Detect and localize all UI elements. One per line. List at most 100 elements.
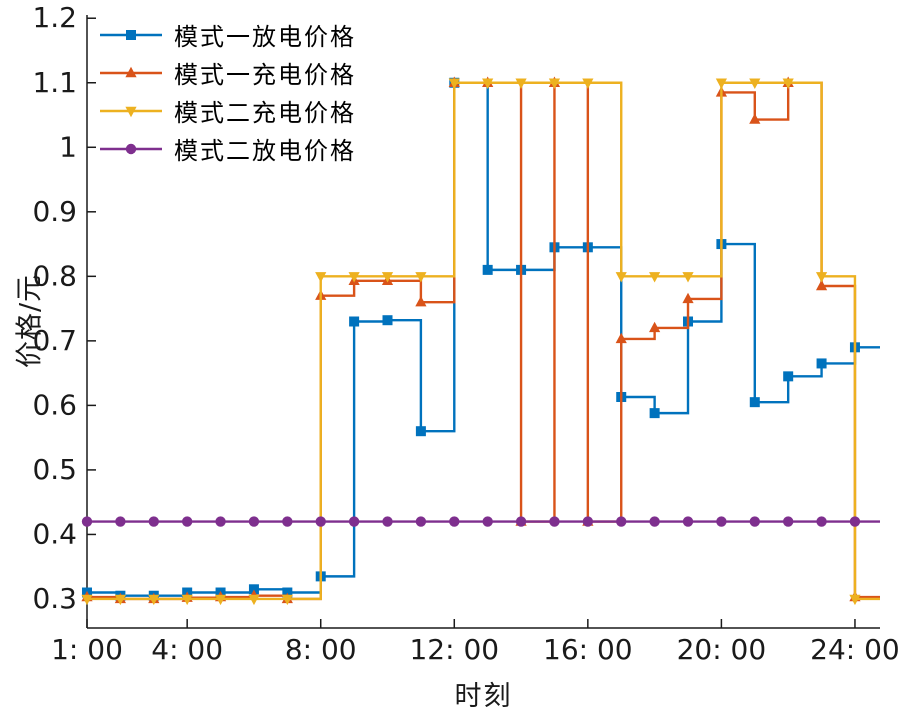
triangle-down-marker xyxy=(415,272,427,283)
legend-item-mode1-charge[interactable]: 模式一充电价格 xyxy=(98,58,356,89)
circle-marker xyxy=(549,516,560,527)
x-tick-label: 16: 00 xyxy=(543,633,633,666)
x-axis-label: 时刻 xyxy=(454,681,513,712)
triangle-down-marker xyxy=(615,272,627,283)
triangle-up-marker xyxy=(649,321,661,333)
circle-marker xyxy=(449,516,460,527)
triangle-down-marker xyxy=(715,78,727,89)
triangle-up-marker xyxy=(815,279,828,291)
circle-marker xyxy=(616,516,627,527)
circle-marker xyxy=(215,516,226,527)
legend-label: 模式一充电价格 xyxy=(174,61,356,89)
triangle-up-marker xyxy=(415,295,427,307)
triangle-down-marker xyxy=(849,594,861,606)
circle-marker xyxy=(749,516,760,527)
circle-marker xyxy=(248,516,260,527)
circle-marker xyxy=(181,516,193,527)
triangle-down-marker xyxy=(281,594,293,606)
legend-item-mode1-discharge[interactable]: 模式一放电价格 xyxy=(98,20,356,51)
circle-marker xyxy=(482,516,493,527)
y-tick-label: 0.6 xyxy=(32,388,77,421)
triangle-down-marker xyxy=(448,78,460,89)
square-marker xyxy=(482,264,493,275)
legend-swatch-square-icon xyxy=(100,29,162,40)
legend-triangle-up-icon xyxy=(125,66,137,77)
circle-marker xyxy=(115,516,126,527)
x-tick-label: 12: 00 xyxy=(409,633,499,666)
circle-marker xyxy=(716,516,727,527)
legend-swatch-triangle-down-icon xyxy=(100,106,162,117)
square-marker xyxy=(415,426,426,437)
circle-marker xyxy=(782,516,794,527)
triangle-down-marker xyxy=(181,594,193,606)
y-tick-label: 0.9 xyxy=(32,195,77,228)
circle-marker xyxy=(148,516,159,527)
legend-square-icon xyxy=(126,29,136,40)
triangle-down-marker xyxy=(381,272,394,283)
x-tick-label: 1: 00 xyxy=(51,633,123,666)
y-tick-label: 0.8 xyxy=(32,259,77,292)
legend-item-mode2-discharge[interactable]: 模式二放电价格 xyxy=(98,134,356,165)
circle-marker xyxy=(348,516,360,527)
y-tick-label: 1.1 xyxy=(32,66,77,99)
circle-marker xyxy=(315,516,326,527)
square-marker xyxy=(282,587,293,598)
triangle-up-marker xyxy=(749,113,761,124)
triangle-down-marker xyxy=(815,272,828,283)
square-marker xyxy=(749,397,760,408)
triangle-down-marker xyxy=(649,272,661,283)
triangle-down-marker xyxy=(582,78,594,89)
series-3 xyxy=(81,516,880,527)
circle-marker xyxy=(415,516,427,527)
circle-marker xyxy=(682,516,694,527)
x-tick-label: 8: 00 xyxy=(285,633,357,666)
circle-marker xyxy=(282,516,293,527)
circle-marker xyxy=(582,516,594,527)
square-marker xyxy=(783,371,794,382)
square-marker xyxy=(248,584,259,595)
y-tick-label: 1 xyxy=(59,130,77,163)
triangle-down-marker xyxy=(214,594,227,606)
circle-marker xyxy=(649,516,660,527)
legend-triangle-down-icon xyxy=(125,106,137,117)
triangle-down-marker xyxy=(515,78,527,89)
x-tick-label: 4: 00 xyxy=(151,633,223,666)
x-tick-label: 24: 00 xyxy=(810,633,900,666)
triangle-down-marker xyxy=(548,78,561,89)
y-tick-label: 0.5 xyxy=(32,453,77,486)
x-tick-label: 20: 00 xyxy=(677,633,767,666)
circle-marker xyxy=(515,516,527,527)
triangle-down-marker xyxy=(348,272,360,283)
legend-label: 模式二充电价格 xyxy=(174,99,356,127)
square-marker xyxy=(349,316,360,327)
legend-circle-icon xyxy=(125,143,137,154)
square-marker xyxy=(816,358,827,369)
triangle-down-marker xyxy=(248,594,260,606)
triangle-down-marker xyxy=(682,272,694,283)
triangle-down-marker xyxy=(749,78,761,89)
triangle-up-marker xyxy=(615,332,627,344)
triangle-down-marker xyxy=(114,594,126,606)
square-marker xyxy=(649,408,660,419)
legend-label: 模式二放电价格 xyxy=(174,137,356,165)
triangle-down-marker xyxy=(148,594,160,606)
legend-label: 模式一放电价格 xyxy=(174,23,356,51)
triangle-down-marker xyxy=(482,78,494,89)
legend-swatch-triangle-up-icon xyxy=(100,66,162,77)
legend-item-mode2-charge[interactable]: 模式二充电价格 xyxy=(98,96,356,127)
square-marker xyxy=(382,315,393,326)
y-tick-label: 0.4 xyxy=(32,517,77,550)
legend-swatch-circle-icon xyxy=(100,143,162,154)
circle-marker xyxy=(81,516,93,527)
triangle-up-marker xyxy=(682,292,694,304)
circle-marker xyxy=(816,516,827,527)
triangle-down-marker xyxy=(782,78,794,89)
series-2 xyxy=(81,78,880,606)
triangle-down-marker xyxy=(315,272,327,283)
y-tick-label: 0.3 xyxy=(32,582,77,615)
circle-marker xyxy=(849,516,861,527)
legend: 模式一放电价格 模式一充电价格 模式二充电价格 模式二放电价格 xyxy=(98,20,356,165)
y-tick-label: 0.7 xyxy=(32,324,77,357)
y-axis-label: 价格/元 xyxy=(14,273,46,369)
